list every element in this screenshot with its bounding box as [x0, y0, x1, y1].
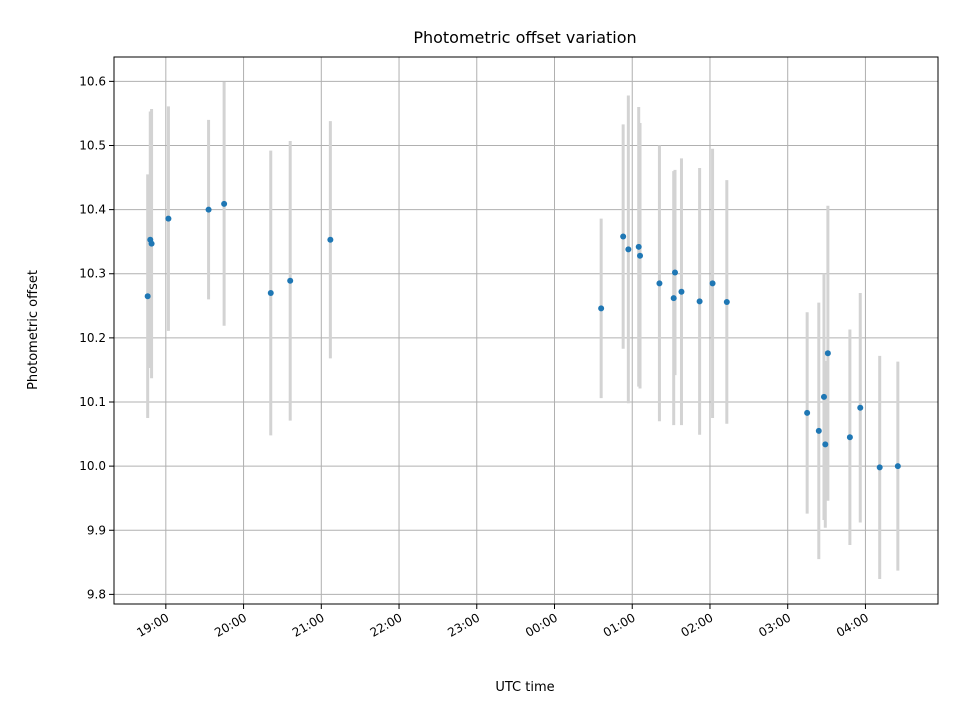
- y-tick-label: 10.3: [79, 267, 106, 281]
- plot-frame: [113, 56, 939, 605]
- data-point: [846, 434, 853, 441]
- data-point: [815, 427, 822, 434]
- data-point: [148, 240, 155, 247]
- y-tick-label: 10.0: [79, 459, 106, 473]
- data-point: [820, 393, 827, 400]
- y-tick-label: 9.9: [87, 523, 106, 537]
- data-point: [804, 409, 811, 416]
- grid: [114, 57, 938, 604]
- data-point: [894, 463, 901, 470]
- y-axis-ticks: 9.8 9.9 10.0 10.1 10.2 10.3 10.4 10.5 10.6: [79, 74, 114, 601]
- chart-title: Photometric offset variation: [413, 28, 636, 47]
- data-point: [709, 280, 716, 287]
- x-tick-label: 00:00: [523, 610, 560, 639]
- x-tick-label: 03:00: [756, 610, 793, 639]
- y-tick-label: 10.4: [79, 203, 106, 217]
- data-point: [165, 215, 172, 222]
- data-point: [625, 246, 632, 253]
- x-tick-label: 04:00: [834, 610, 871, 639]
- y-tick-label: 10.2: [79, 331, 106, 345]
- data-point: [696, 298, 703, 305]
- data-point: [287, 277, 294, 284]
- data-point: [267, 289, 274, 296]
- x-axis-label: UTC time: [495, 680, 554, 695]
- x-tick-label: 02:00: [679, 610, 716, 639]
- data-point: [637, 252, 644, 259]
- data-point: [671, 269, 678, 276]
- data-point: [635, 243, 642, 250]
- data-point: [824, 350, 831, 357]
- y-tick-label: 10.6: [79, 74, 106, 88]
- data-point: [678, 288, 685, 295]
- data-point: [221, 200, 228, 207]
- y-tick-label: 10.5: [79, 138, 106, 152]
- y-tick-label: 9.8: [87, 587, 106, 601]
- data-point: [327, 236, 334, 243]
- data-point: [876, 464, 883, 471]
- x-tick-label: 01:00: [601, 610, 638, 639]
- x-tick-label: 21:00: [290, 610, 327, 639]
- x-tick-label: 22:00: [368, 610, 405, 639]
- data-point: [144, 293, 151, 300]
- data-point: [598, 305, 605, 312]
- y-tick-label: 10.1: [79, 395, 106, 409]
- error-bars: [146, 82, 900, 579]
- y-axis-label: Photometric offset: [26, 270, 41, 390]
- data-point: [205, 206, 212, 213]
- data-point: [620, 233, 627, 240]
- data-point: [857, 404, 864, 411]
- data-point: [670, 295, 677, 302]
- data-point: [723, 298, 730, 305]
- data-points: [144, 200, 901, 471]
- data-point: [822, 441, 829, 448]
- x-tick-label: 23:00: [445, 610, 482, 639]
- x-tick-label: 19:00: [134, 610, 171, 639]
- x-tick-label: 20:00: [212, 610, 249, 639]
- x-axis-ticks: 19:00 20:00 21:00 22:00 23:00 00:00 01:00 02:00…: [134, 604, 871, 640]
- data-point: [656, 280, 663, 287]
